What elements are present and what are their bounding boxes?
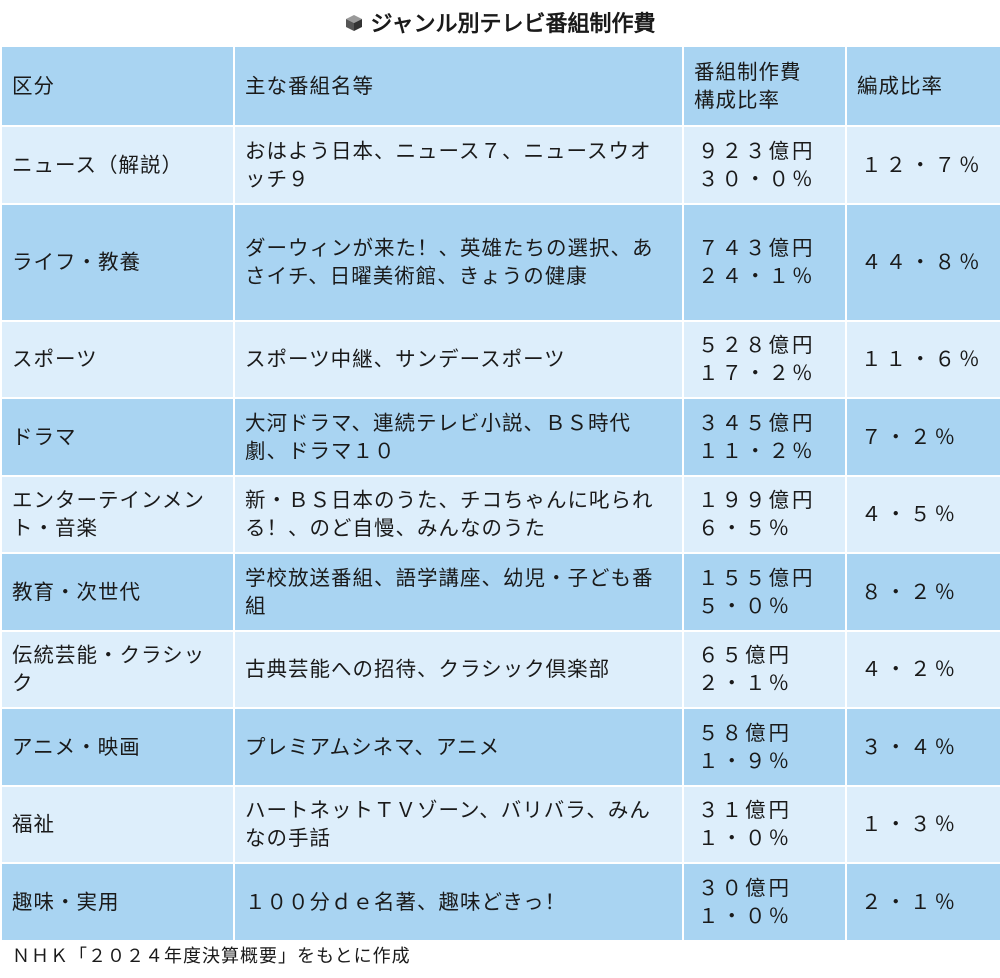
cost-amount: ５８億円 <box>698 720 792 745</box>
table-row: ニュース（解説） おはよう日本、ニュース７、ニュースウオッチ９ ９２３億円 ３０・… <box>0 125 1000 205</box>
header-programs: 主な番組名等 <box>233 45 684 127</box>
cell-programs: スポーツ中継、サンデースポーツ <box>233 319 684 399</box>
cost-amount: １５５億円 <box>698 565 816 590</box>
cost-share: １・０％ <box>698 903 792 928</box>
cost-share: ２４・１％ <box>698 264 816 288</box>
cell-cost: ３０億円 １・０％ <box>682 862 847 942</box>
cell-ratio: ３・４％ <box>845 707 1000 787</box>
table-row: 教育・次世代 学校放送番組、語学講座、幼児・子ども番組 １５５億円 ５・０％ ８・… <box>0 552 1000 632</box>
cost-share: １１・２％ <box>698 438 816 463</box>
cost-share: ３０・０％ <box>698 166 816 191</box>
cell-programs: プレミアムシネマ、アニメ <box>233 707 684 787</box>
cell-programs: 新・ＢＳ日本のうた、チコちゃんに叱られる！、のど自慢、みんなのうた <box>233 474 684 554</box>
table-row: ドラマ 大河ドラマ、連続テレビ小説、ＢＳ時代劇、ドラマ１０ ３４５億円 １１・２％… <box>0 397 1000 477</box>
cell-ratio: １１・６％ <box>845 319 1000 399</box>
cost-share: １・０％ <box>698 826 792 851</box>
cell-category: ドラマ <box>0 397 235 477</box>
cell-cost: ６５億円 ２・１％ <box>682 629 847 709</box>
genre-cost-table: 区分 主な番組名等 番組制作費 構成比率 編成比率 ニュース（解説） おはよう日… <box>0 45 1000 942</box>
cost-amount: ６５億円 <box>698 643 792 668</box>
cell-programs: 学校放送番組、語学講座、幼児・子ども番組 <box>233 552 684 632</box>
cost-share: ５・０％ <box>698 593 792 618</box>
table-row: 伝統芸能・クラシック 古典芸能への招待、クラシック倶楽部 ６５億円 ２・１％ ４・… <box>0 629 1000 709</box>
table-row: 福祉 ハートネットＴＶゾーン、バリバラ、みんなの手話 ３１億円 １・０％ １・３％ <box>0 784 1000 864</box>
cell-category: ライフ・教養 <box>0 202 235 322</box>
cost-share: １・９％ <box>698 748 792 773</box>
cost-amount: ５２８億円 <box>698 333 816 358</box>
cost-share: １７・２％ <box>698 361 816 386</box>
cell-cost: ７４３億円 ２４・１％ <box>682 202 847 322</box>
cell-cost: ９２３億円 ３０・０％ <box>682 125 847 205</box>
table-row: アニメ・映画 プレミアムシネマ、アニメ ５８億円 １・９％ ３・４％ <box>0 707 1000 787</box>
cost-amount: ３０億円 <box>698 875 792 900</box>
cell-ratio: ４・２％ <box>845 629 1000 709</box>
cell-category: 趣味・実用 <box>0 862 235 942</box>
cell-programs: 大河ドラマ、連続テレビ小説、ＢＳ時代劇、ドラマ１０ <box>233 397 684 477</box>
cell-category: ニュース（解説） <box>0 125 235 205</box>
header-cost-line1: 番組制作費 <box>694 60 802 84</box>
cell-category: 伝統芸能・クラシック <box>0 629 235 709</box>
table-row: ライフ・教養 ダーウィンが来た！、英雄たちの選択、あさイチ、日曜美術館、きょうの… <box>0 202 1000 322</box>
cell-cost: ３４５億円 １１・２％ <box>682 397 847 477</box>
cell-programs: ダーウィンが来た！、英雄たちの選択、あさイチ、日曜美術館、きょうの健康 <box>233 202 684 322</box>
cube-icon <box>345 13 363 31</box>
table-header-row: 区分 主な番組名等 番組制作費 構成比率 編成比率 <box>0 45 1000 127</box>
header-ratio: 編成比率 <box>845 45 1000 127</box>
cell-cost: ５８億円 １・９％ <box>682 707 847 787</box>
cost-amount: ７４３億円 <box>698 236 816 260</box>
header-cost-line2: 構成比率 <box>694 88 780 112</box>
cost-share: ６・５％ <box>698 516 792 541</box>
cell-category: スポーツ <box>0 319 235 399</box>
table-title: ジャンル別テレビ番組制作費 <box>0 0 1000 44</box>
cell-programs: 古典芸能への招待、クラシック倶楽部 <box>233 629 684 709</box>
cell-category: アニメ・映画 <box>0 707 235 787</box>
source-note: ＮＨＫ「２０２４年度決算概要」をもとに作成 <box>12 946 411 967</box>
cell-cost: １５５億円 ５・０％ <box>682 552 847 632</box>
cell-ratio: ７・２％ <box>845 397 1000 477</box>
cell-ratio: ４・５％ <box>845 474 1000 554</box>
cell-cost: １９９億円 ６・５％ <box>682 474 847 554</box>
cell-cost: ５２８億円 １７・２％ <box>682 319 847 399</box>
cell-ratio: ４４・８％ <box>845 202 1000 322</box>
table-row: エンターテインメント・音楽 新・ＢＳ日本のうた、チコちゃんに叱られる！、のど自慢… <box>0 474 1000 554</box>
cost-amount: ９２３億円 <box>698 138 816 163</box>
cost-share: ２・１％ <box>698 671 792 696</box>
table-row: 趣味・実用 １００分ｄｅ名著、趣味どきっ！ ３０億円 １・０％ ２・１％ <box>0 862 1000 942</box>
header-cost: 番組制作費 構成比率 <box>682 45 847 127</box>
cell-programs: １００分ｄｅ名著、趣味どきっ！ <box>233 862 684 942</box>
cell-programs: ハートネットＴＶゾーン、バリバラ、みんなの手話 <box>233 784 684 864</box>
cell-ratio: ２・１％ <box>845 862 1000 942</box>
cell-category: エンターテインメント・音楽 <box>0 474 235 554</box>
cost-amount: ３４５億円 <box>698 410 816 435</box>
cost-amount: １９９億円 <box>698 488 816 513</box>
cell-ratio: １・３％ <box>845 784 1000 864</box>
cell-category: 教育・次世代 <box>0 552 235 632</box>
cell-programs: おはよう日本、ニュース７、ニュースウオッチ９ <box>233 125 684 205</box>
cell-cost: ３１億円 １・０％ <box>682 784 847 864</box>
cost-amount: ３１億円 <box>698 798 792 823</box>
cell-category: 福祉 <box>0 784 235 864</box>
title-text: ジャンル別テレビ番組制作費 <box>370 12 656 37</box>
cell-ratio: １２・７％ <box>845 125 1000 205</box>
table-row: スポーツ スポーツ中継、サンデースポーツ ５２８億円 １７・２％ １１・６％ <box>0 319 1000 399</box>
header-category: 区分 <box>0 45 235 127</box>
cell-ratio: ８・２％ <box>845 552 1000 632</box>
